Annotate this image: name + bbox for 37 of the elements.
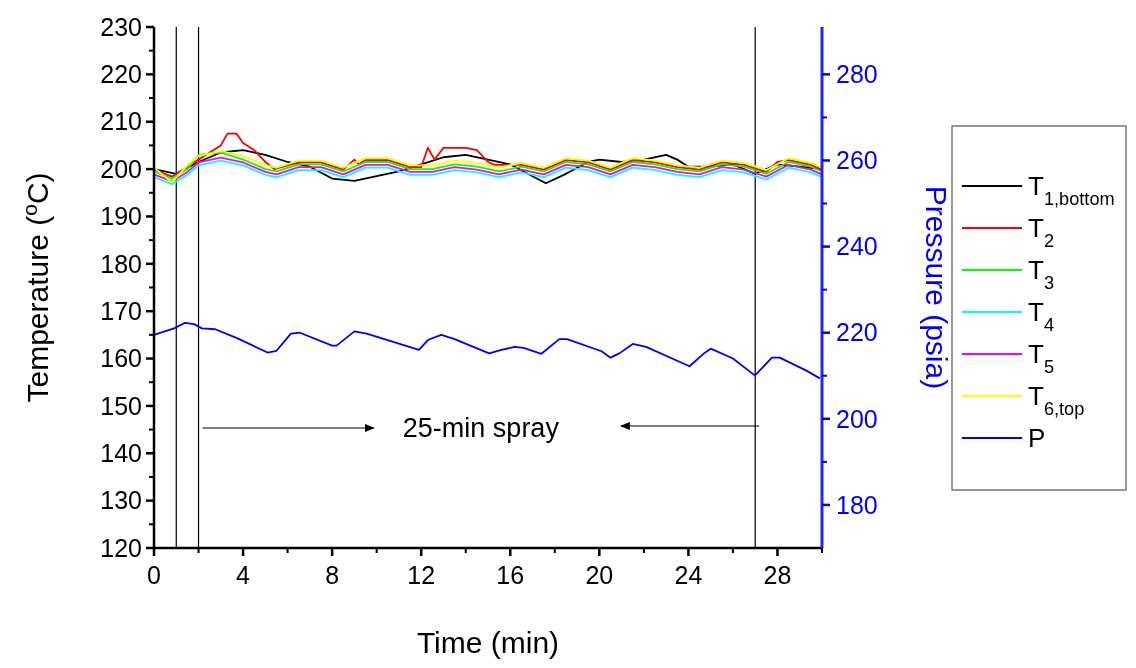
y-tick-label: 180 xyxy=(100,249,142,278)
y-tick-label: 150 xyxy=(100,391,142,420)
x-tick-label: 16 xyxy=(496,561,525,589)
x-axis-title: Time (min) xyxy=(416,626,560,659)
annotation: 25-min spray xyxy=(402,413,560,443)
legend-label: T$_{1,bottom}$ xyxy=(1028,171,1115,209)
y-tick-label: 140 xyxy=(100,439,142,468)
y-tick-label: 120 xyxy=(100,533,142,562)
x-tick-label: 28 xyxy=(763,561,792,589)
y2-tick-label: 240 xyxy=(836,232,878,261)
y2-tick-label: 200 xyxy=(836,404,878,433)
x-tick-label: 8 xyxy=(325,561,340,589)
y-tick-label: 130 xyxy=(100,486,142,515)
y2-tick-label: 280 xyxy=(836,60,878,89)
y2-axis-title: Pressure (psia) xyxy=(920,185,953,390)
legend-label: T$_{3}$ xyxy=(1028,255,1055,293)
legend-label: T$_{4}$ xyxy=(1028,297,1055,335)
x-tick-label: 12 xyxy=(407,561,436,589)
y-tick-label: 210 xyxy=(100,107,142,136)
y-tick-label: 220 xyxy=(100,60,142,89)
x-tick-label: 0 xyxy=(147,561,161,589)
legend-label: T$_{6,top}$ xyxy=(1028,381,1085,419)
x-tick-label: 4 xyxy=(236,561,251,589)
y2-tick-label: 260 xyxy=(836,146,878,175)
y-tick-label: 200 xyxy=(100,154,142,183)
x-tick-label: 20 xyxy=(585,561,614,589)
y-tick-label: 160 xyxy=(100,344,142,373)
y-tick-label: 170 xyxy=(100,296,142,325)
y-tick-label: 230 xyxy=(100,12,142,41)
legend-label: T$_{5}$ xyxy=(1028,339,1055,377)
legend-label: P xyxy=(1028,423,1046,453)
y2-tick-label: 220 xyxy=(836,318,878,347)
y2-tick-label: 180 xyxy=(836,490,878,519)
line-series xyxy=(153,132,823,178)
y-tick-label: 190 xyxy=(100,202,142,231)
legend-label: T$_{2}$ xyxy=(1028,213,1055,251)
x-tick-label: 24 xyxy=(674,561,703,589)
